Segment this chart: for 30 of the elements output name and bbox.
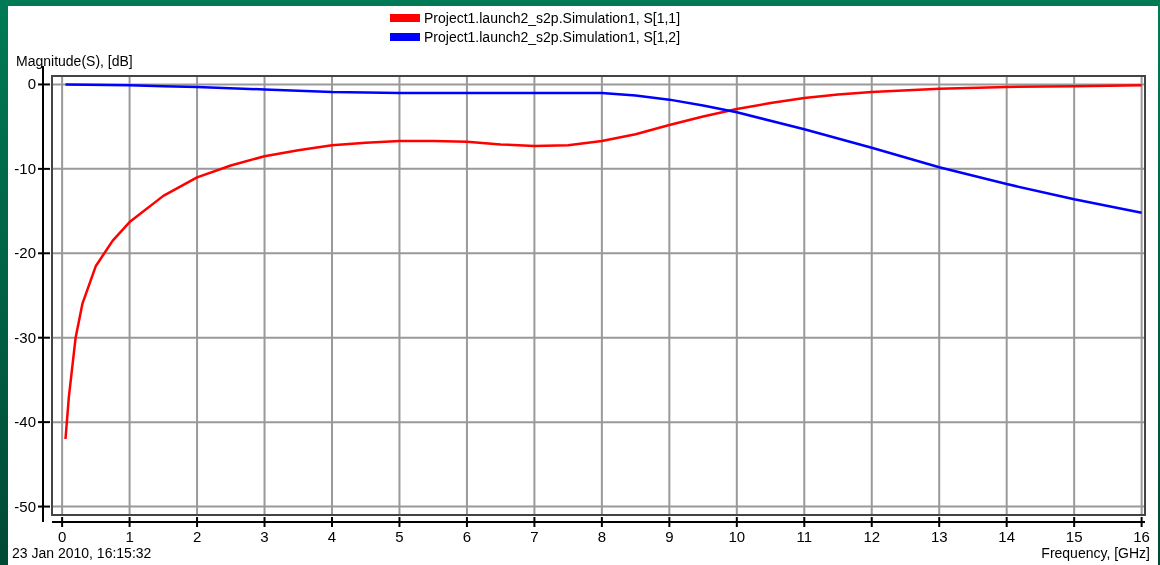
line-series [64, 83, 1143, 215]
x-tick-label: 2 [192, 528, 202, 545]
x-tick-label: 15 [1065, 528, 1083, 545]
x-tick-label: 1 [125, 528, 134, 545]
y-tick-label: 0 [27, 75, 36, 93]
x-tick-label: 10 [728, 528, 746, 545]
y-tick-label: -50 [14, 497, 36, 515]
x-tick-label: 11 [796, 528, 813, 545]
y-axis-title: Magnitude(S), [dB] [16, 53, 133, 69]
y-tick-label: -10 [14, 159, 36, 177]
x-tick-label: 16 [1133, 528, 1150, 545]
x-tick-label: 13 [930, 528, 948, 545]
line-series [64, 84, 1143, 441]
x-tick-label: 3 [260, 528, 269, 545]
legend-label: Project1.launch2_s2p.Simulation1, S[1,1] [424, 10, 681, 26]
x-tick-label: 0 [57, 528, 67, 545]
y-tick-label: -20 [14, 244, 36, 262]
x-tick-label: 14 [998, 528, 1016, 545]
x-tick-label: 9 [665, 528, 674, 545]
text: 23 Jan 2010, 16:15:32 [12, 545, 152, 561]
x-tick-label: 7 [530, 528, 539, 545]
x-tick-label: 6 [462, 528, 472, 545]
y-tick-label: -30 [14, 328, 36, 346]
x-tick-label: 4 [327, 528, 337, 545]
x-tick-label: 12 [863, 528, 881, 545]
legend-label: Project1.launch2_s2p.Simulation1, S[1,2] [424, 29, 681, 45]
y-tick-label: -40 [14, 413, 36, 431]
x-axis-title: Frequency, [GHz] [1041, 545, 1150, 561]
x-tick-label: 5 [395, 528, 404, 545]
x-tick-label: 8 [597, 528, 607, 545]
